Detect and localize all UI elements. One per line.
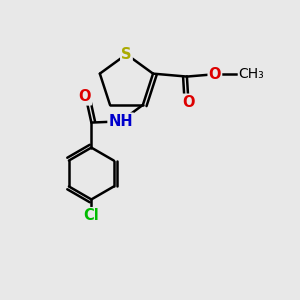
Text: S: S: [121, 47, 132, 62]
Text: O: O: [208, 67, 221, 82]
Text: O: O: [182, 95, 195, 110]
Text: Cl: Cl: [83, 208, 99, 223]
Text: O: O: [78, 89, 91, 104]
Text: CH₃: CH₃: [238, 67, 264, 81]
Text: NH: NH: [109, 114, 133, 129]
